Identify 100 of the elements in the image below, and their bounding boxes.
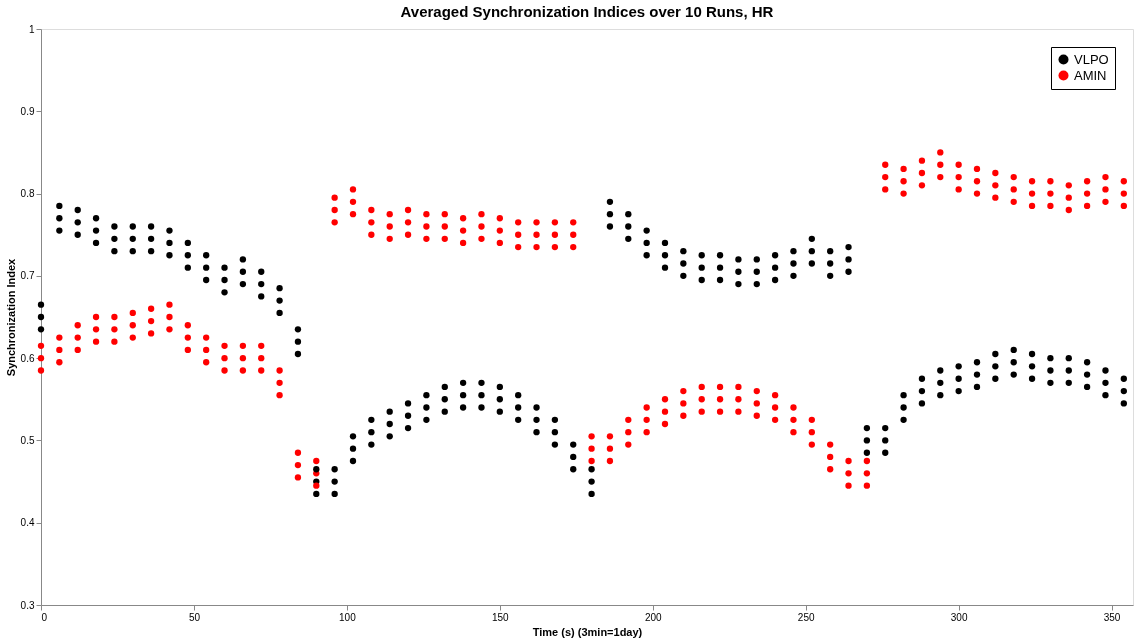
point [111, 338, 118, 345]
point [294, 449, 302, 456]
point [1120, 400, 1127, 407]
point [92, 326, 100, 333]
point [221, 264, 228, 271]
point [129, 334, 136, 341]
point [882, 186, 889, 193]
point [203, 334, 210, 341]
point [973, 165, 981, 173]
point [625, 429, 632, 436]
point [239, 256, 247, 263]
point [459, 379, 467, 386]
point [1102, 379, 1109, 386]
point [459, 239, 467, 247]
point [258, 280, 265, 288]
point [808, 260, 815, 267]
point [478, 210, 485, 218]
point [203, 264, 210, 271]
point [845, 256, 852, 263]
point [680, 272, 687, 280]
point [955, 375, 962, 382]
point [863, 437, 871, 444]
point [441, 383, 448, 391]
point [496, 227, 503, 234]
point [753, 280, 760, 288]
point [294, 326, 302, 333]
point [37, 367, 45, 374]
y-tick-label: 0.4 [20, 517, 35, 529]
point [92, 227, 100, 234]
point [680, 387, 687, 395]
point [863, 449, 871, 456]
point [404, 412, 412, 419]
point [698, 396, 705, 403]
point [808, 248, 815, 255]
point [74, 206, 81, 214]
point [1028, 375, 1036, 382]
point [827, 272, 834, 280]
point [1083, 371, 1091, 378]
point [845, 268, 852, 275]
point [423, 235, 430, 242]
point [680, 248, 687, 255]
chart-title: Averaged Synchronization Indices over 10 Runs, HR [400, 3, 774, 20]
point [386, 420, 393, 428]
point [551, 243, 559, 251]
y-tick-label: 0.6 [20, 352, 35, 364]
point [937, 379, 944, 386]
point [753, 387, 760, 395]
point [258, 367, 265, 374]
point [588, 478, 595, 485]
point [771, 252, 779, 259]
point [1010, 173, 1017, 181]
point [533, 429, 540, 436]
point [478, 223, 485, 230]
point [404, 219, 412, 226]
point [900, 416, 907, 424]
point [184, 252, 191, 259]
point [111, 326, 118, 333]
legend-label: AMIN [1074, 67, 1107, 83]
point [771, 416, 779, 424]
point [258, 342, 265, 349]
point [1028, 363, 1036, 370]
point [1120, 375, 1127, 382]
point [276, 297, 283, 304]
point [790, 248, 797, 255]
point [570, 231, 577, 238]
point [423, 210, 430, 218]
point [753, 412, 760, 419]
point [386, 408, 393, 415]
point [753, 268, 760, 275]
point [166, 301, 173, 308]
point [937, 161, 944, 168]
point [1083, 202, 1091, 210]
point [313, 457, 320, 465]
point [368, 231, 375, 238]
point [588, 457, 595, 465]
point [937, 173, 944, 181]
point [716, 396, 724, 403]
x-axis-title: Time (s) (3min=1day) [532, 625, 643, 638]
x-tick-label: 0 [41, 611, 48, 623]
point [643, 227, 650, 234]
point [918, 400, 926, 407]
point [239, 354, 247, 362]
point [184, 322, 191, 329]
point [423, 223, 430, 230]
point [331, 466, 338, 473]
point [625, 235, 632, 242]
point [955, 161, 962, 168]
point [606, 445, 614, 452]
point [1010, 186, 1017, 193]
point [166, 239, 173, 247]
point [955, 387, 962, 395]
point [276, 392, 283, 399]
point [386, 235, 393, 242]
point [827, 453, 834, 461]
point [166, 313, 173, 321]
point [147, 248, 155, 255]
point [973, 383, 981, 391]
point [551, 441, 559, 448]
point [111, 223, 118, 230]
point [1010, 198, 1017, 205]
